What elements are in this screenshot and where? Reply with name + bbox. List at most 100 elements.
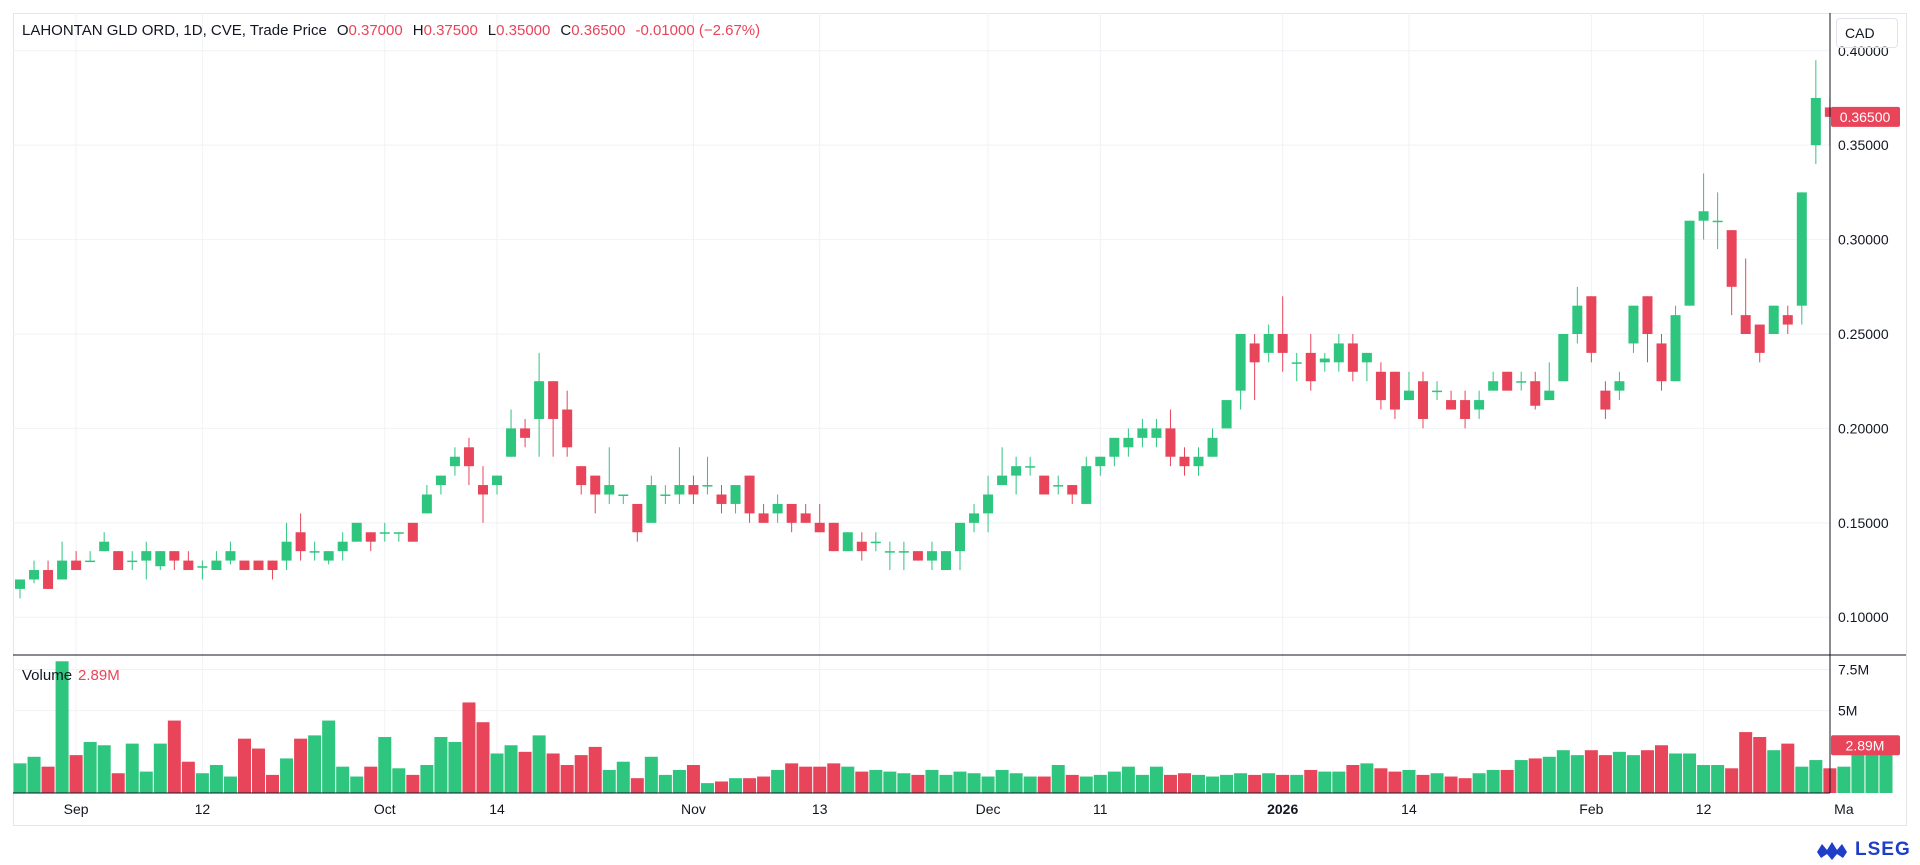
volume-bar [1669,753,1683,793]
x-tick-label: 11 [1093,801,1108,817]
volume-bar [897,773,911,793]
candle-body [281,541,292,561]
volume-bar [1346,765,1360,793]
y-tick-label: 0.25000 [1838,326,1889,342]
last-price-badge [1831,106,1900,127]
volume-bar [406,774,420,793]
candle-body [1039,475,1050,495]
candle-body [295,532,306,552]
candle-body [997,475,1008,486]
volume-bar [1640,750,1654,793]
candle-body [1656,343,1667,382]
volume-bar [195,773,209,793]
candle-body [744,475,755,514]
volume-bar [532,735,546,793]
volume-bar [644,756,658,793]
x-tick-label: Feb [1579,801,1603,817]
volume-bar [209,765,223,793]
candle-body [421,494,432,514]
candle-body [1361,352,1372,363]
volume-bar [771,769,785,793]
volume-bar [1514,760,1528,793]
candle-body [828,522,839,552]
x-tick-label: 2026 [1267,801,1298,817]
close-label: C [560,22,572,39]
candle-body [1418,381,1428,419]
y-tick-label: 0.35000 [1838,137,1889,153]
volume-bar [350,776,364,793]
currency-button[interactable]: CAD [1836,18,1898,48]
candle-body [1235,334,1246,391]
candle-body [590,475,601,495]
candlestick-series [15,60,1835,599]
candle-body [702,485,713,487]
volume-bar [336,766,350,793]
last-price-label: 0.36500 [1840,109,1891,125]
brand-name: LSEG [1855,839,1911,860]
volume-bar [700,783,714,793]
volume-bar [995,769,1009,793]
ohlc-legend: LAHONTAN GLD ORD, 1D, CVE, Trade Price O… [22,22,760,39]
candle-body [1642,296,1653,334]
candle-body [197,566,208,568]
volume-bar [1177,773,1191,793]
volume-bar [1528,758,1542,793]
candle-body [1081,466,1092,504]
volume-bar [1192,774,1206,793]
candle-body [1305,352,1316,382]
volume-bar [911,774,925,793]
candle-body [1109,437,1120,457]
candle-body [618,494,629,496]
candle-body [1544,390,1555,401]
volume-bar [153,743,167,793]
candle-body [1333,343,1344,363]
volume-bar [855,771,869,793]
volume-bar [1402,769,1416,793]
volume-bar [939,774,953,793]
candle-body [43,570,54,589]
volume-bar [13,763,27,793]
candle-body [674,485,685,495]
x-tick-label: 14 [489,801,505,817]
volume-bar [1262,773,1276,793]
volume-bar [869,769,883,793]
volume-bar [392,768,406,793]
volume-bar [223,776,237,793]
candle-body [898,551,909,553]
candle-body [57,560,68,580]
volume-bar [1584,750,1598,793]
volume-bar [967,773,981,793]
candle-body [1726,230,1737,287]
candle-body [632,503,643,533]
volume-bar [1612,751,1626,793]
volume-bar [1753,737,1767,793]
candle-body [1137,428,1148,438]
candle-body [1025,466,1036,468]
volume-bar [280,758,294,793]
candle-body [225,551,236,561]
candle-body [1319,358,1330,363]
candle-body [1782,315,1793,325]
volume-bar [364,766,378,793]
volume-bar [1444,776,1458,793]
candle-body [1249,343,1260,363]
volume-bar [1556,750,1570,793]
candle-body [1067,485,1078,495]
candle-body [604,485,615,495]
candle-body [576,466,587,486]
volume-series [13,661,1893,793]
candle-body [85,560,96,563]
volume-bar [1220,774,1234,793]
candle-body [1670,315,1681,382]
candle-body [506,428,517,457]
volume-bar [672,769,686,793]
candle-body [323,551,334,561]
volume-bar [757,776,771,793]
candle-body [660,494,671,496]
candle-body [1179,456,1190,467]
volume-bar [125,743,139,793]
candle-body [1474,400,1485,410]
candle-body [969,513,980,523]
volume-bar [827,763,841,793]
